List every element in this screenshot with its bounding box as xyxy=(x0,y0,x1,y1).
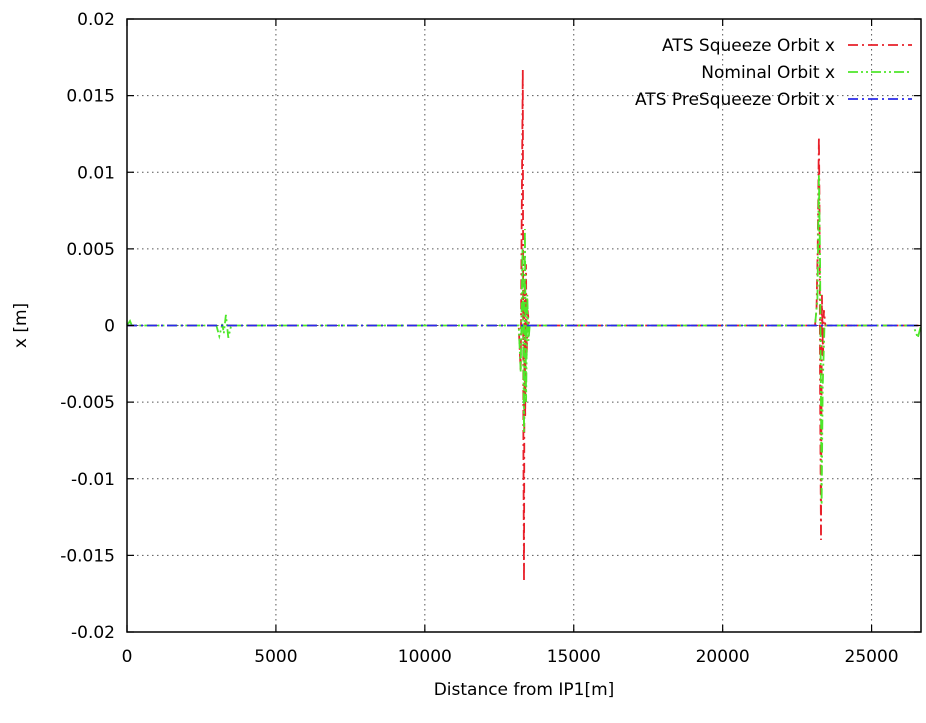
y-tick-label: 0.005 xyxy=(66,240,115,260)
y-tick-label: -0.015 xyxy=(60,546,115,566)
series-line-1 xyxy=(127,69,921,582)
x-tick-label: 25000 xyxy=(845,647,899,667)
x-axis-title: Distance from IP1[m] xyxy=(434,680,615,700)
y-tick-label: 0.02 xyxy=(77,10,115,30)
y-tick-label: 0 xyxy=(104,317,115,337)
x-tick-label: 0 xyxy=(122,647,133,667)
y-tick-label: -0.01 xyxy=(71,470,115,490)
legend-label: ATS PreSqueeze Orbit x xyxy=(635,90,835,110)
legend-label: ATS Squeeze Orbit x xyxy=(662,36,835,56)
series-lines xyxy=(126,69,922,582)
y-tick-label: 0.015 xyxy=(66,87,115,107)
x-tick-label: 20000 xyxy=(696,647,750,667)
x-tick-label: 15000 xyxy=(547,647,601,667)
legend-label: Nominal Orbit x xyxy=(701,63,835,83)
axis-ticks: 0 5000 10000 15000 20000 25000 -0.02 -0.015 -0.0… xyxy=(60,10,921,667)
y-tick-label: 0.01 xyxy=(77,163,115,183)
series-line-2 xyxy=(126,175,922,505)
legend: ATS Squeeze Orbit x Nominal Orbit x ATS Pr… xyxy=(635,36,912,110)
x-tick-label: 10000 xyxy=(398,647,452,667)
y-tick-label: -0.02 xyxy=(71,623,115,643)
y-axis-title: x [m] xyxy=(11,303,31,348)
x-tick-label: 5000 xyxy=(254,647,297,667)
y-tick-label: -0.005 xyxy=(60,393,115,413)
